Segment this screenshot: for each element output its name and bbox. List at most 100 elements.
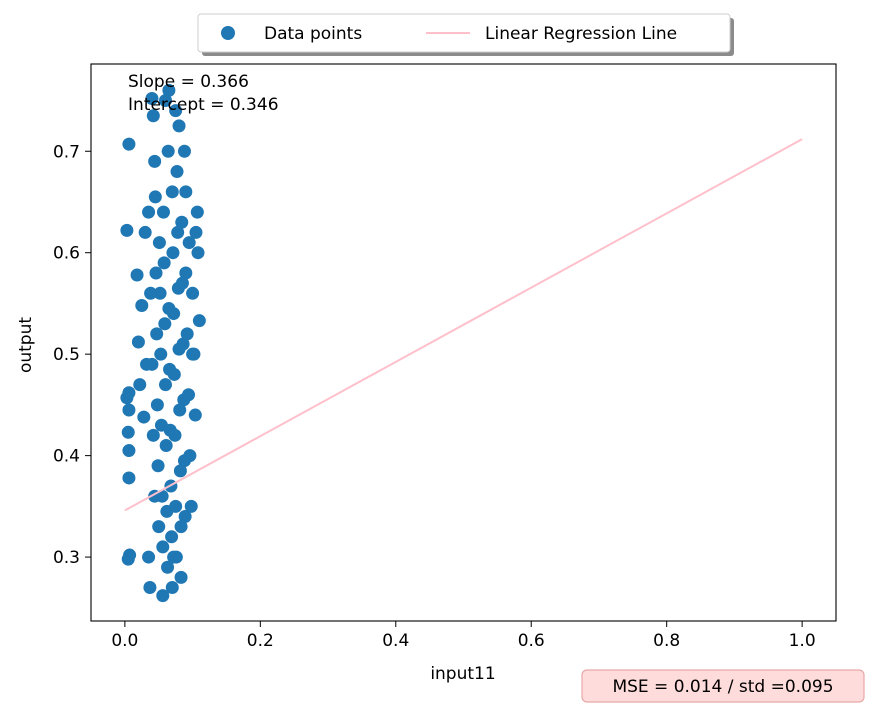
y-tick-label: 0.3	[53, 548, 80, 568]
data-point	[158, 317, 172, 331]
data-point	[161, 144, 175, 158]
data-point	[148, 190, 162, 204]
data-point	[159, 438, 173, 452]
data-point	[144, 286, 158, 300]
data-point	[149, 266, 163, 280]
data-point	[165, 185, 179, 199]
data-point	[172, 119, 186, 133]
mse-box: MSE = 0.014 / std =0.095	[581, 669, 865, 703]
data-point	[156, 205, 170, 219]
data-point	[167, 307, 181, 321]
data-point	[173, 464, 187, 478]
x-tick-label: 1.0	[789, 631, 816, 651]
data-point	[167, 367, 181, 381]
data-point	[178, 509, 192, 523]
data-point	[156, 589, 170, 603]
data-point	[143, 581, 157, 595]
data-point	[122, 471, 136, 485]
y-tick-label: 0.5	[53, 345, 80, 365]
data-point	[169, 104, 183, 118]
data-point	[174, 570, 188, 584]
data-point	[142, 205, 156, 219]
x-tick-label: 0.4	[382, 631, 409, 651]
data-point	[191, 246, 205, 260]
data-point	[176, 337, 190, 351]
data-point	[153, 286, 167, 300]
data-point	[150, 398, 164, 412]
mse-annotation: MSE = 0.014 / std =0.095	[612, 677, 833, 697]
data-point	[175, 276, 189, 290]
data-point	[175, 215, 189, 229]
data-point	[165, 581, 179, 595]
data-point	[154, 347, 168, 361]
intercept-annotation: Intercept = 0.346	[128, 95, 279, 115]
data-point	[122, 444, 136, 458]
data-point	[137, 410, 151, 424]
data-point	[145, 91, 159, 105]
data-point	[120, 223, 134, 237]
data-point	[171, 225, 185, 239]
data-point	[169, 499, 183, 513]
legend: Data points Linear Regression Line	[197, 13, 734, 56]
data-point	[183, 449, 197, 463]
data-point	[159, 94, 172, 108]
data-point	[179, 185, 193, 199]
x-tick-label: 0.8	[653, 631, 680, 651]
data-point	[184, 499, 198, 513]
data-point	[146, 109, 160, 123]
data-point	[121, 425, 135, 439]
data-point	[173, 403, 187, 417]
data-point	[170, 165, 184, 179]
x-axis-ticks: 0.0 0.2 0.4 0.6 0.8 1.0	[111, 621, 816, 651]
data-point	[182, 236, 196, 250]
data-point	[145, 357, 159, 371]
data-point	[161, 560, 175, 574]
data-point	[122, 403, 136, 417]
data-point	[174, 520, 188, 534]
data-point	[156, 540, 170, 554]
data-point	[192, 314, 206, 328]
data-point	[151, 459, 165, 473]
scatter-layer	[120, 83, 206, 603]
data-point	[168, 428, 182, 442]
data-point	[131, 335, 145, 349]
data-point	[186, 347, 200, 361]
data-point	[135, 298, 149, 312]
regression-line-layer	[124, 138, 803, 512]
legend-label-regression-line: Linear Regression Line	[485, 24, 677, 44]
plot-frame	[90, 63, 837, 622]
y-tick-label: 0.4	[53, 447, 80, 467]
y-tick-label: 0.7	[53, 142, 80, 162]
data-point	[166, 246, 180, 260]
data-point	[186, 286, 200, 300]
data-point	[177, 144, 191, 158]
data-point	[180, 327, 194, 341]
data-point	[157, 256, 171, 270]
data-point	[182, 388, 196, 402]
data-point	[130, 268, 144, 282]
data-point	[179, 266, 193, 280]
data-point	[138, 225, 152, 239]
data-point	[188, 408, 202, 422]
x-tick-label: 0.2	[247, 631, 274, 651]
data-point	[123, 548, 137, 562]
data-point	[152, 520, 166, 534]
data-point	[133, 378, 147, 392]
data-point	[167, 550, 181, 564]
mse-box-background	[581, 669, 865, 703]
x-axis-label: input11	[430, 664, 495, 684]
data-point	[159, 378, 172, 392]
slope-annotation: Slope = 0.366	[128, 72, 249, 92]
x-tick-label: 0.6	[518, 631, 545, 651]
legend-label-data-points: Data points	[264, 24, 362, 44]
x-tick-label: 0.0	[111, 631, 138, 651]
legend-scatter-marker	[221, 26, 235, 40]
data-point	[165, 530, 179, 544]
data-point	[162, 83, 176, 97]
data-point	[190, 205, 204, 219]
data-point	[142, 550, 156, 564]
data-point	[189, 225, 203, 239]
data-point	[152, 236, 166, 250]
